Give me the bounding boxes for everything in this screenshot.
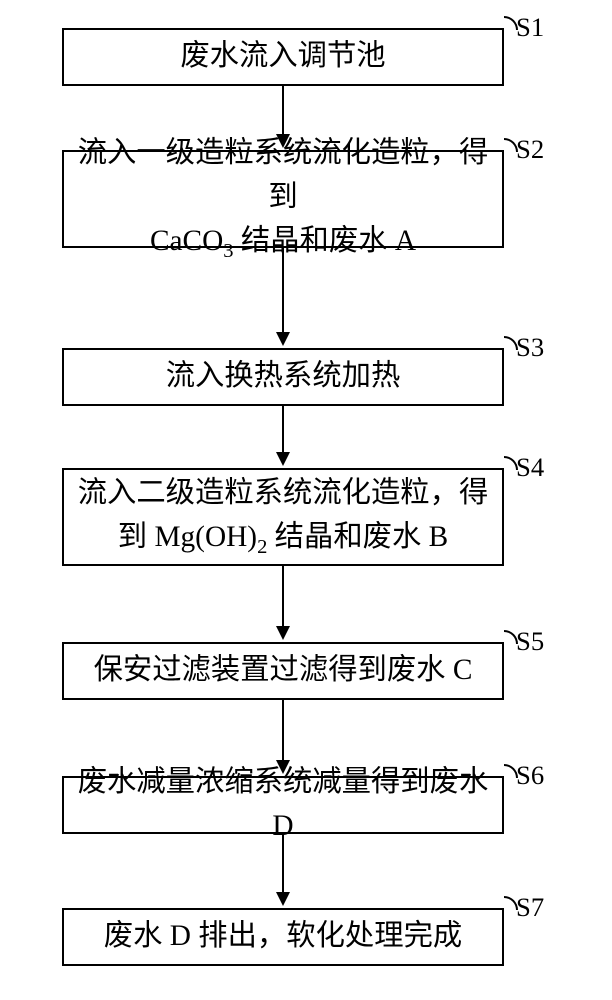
step-label-s1: S1 bbox=[516, 12, 544, 43]
step-text: 保安过滤装置过滤得到废水 C bbox=[94, 649, 473, 693]
step-label-s6: S6 bbox=[516, 760, 544, 791]
step-text: 流入二级造粒系统流化造粒，得到 Mg(OH)2 结晶和废水 B bbox=[78, 472, 489, 563]
step-text: 流入一级造粒系统流化造粒，得到CaCO3 结晶和废水 A bbox=[74, 132, 492, 267]
flow-step-s2: 流入一级造粒系统流化造粒，得到CaCO3 结晶和废水 A bbox=[62, 150, 504, 248]
flowchart-container: 废水流入调节池 S1 流入一级造粒系统流化造粒，得到CaCO3 结晶和废水 A S2 流… bbox=[0, 0, 612, 1000]
step-text: 废水 D 排出，软化处理完成 bbox=[104, 915, 462, 959]
flow-step-s5: 保安过滤装置过滤得到废水 C bbox=[62, 642, 504, 700]
step-label-s2: S2 bbox=[516, 134, 544, 165]
flow-step-s6: 废水减量浓缩系统减量得到废水 D bbox=[62, 776, 504, 834]
step-label-s4: S4 bbox=[516, 452, 544, 483]
flow-step-s7: 废水 D 排出，软化处理完成 bbox=[62, 908, 504, 966]
step-text: 废水流入调节池 bbox=[180, 35, 385, 79]
step-label-s5: S5 bbox=[516, 626, 544, 657]
flow-step-s4: 流入二级造粒系统流化造粒，得到 Mg(OH)2 结晶和废水 B bbox=[62, 468, 504, 566]
step-label-s3: S3 bbox=[516, 332, 544, 363]
step-text: 流入换热系统加热 bbox=[166, 355, 401, 399]
flow-step-s1: 废水流入调节池 bbox=[62, 28, 504, 86]
step-label-s7: S7 bbox=[516, 892, 544, 923]
flow-step-s3: 流入换热系统加热 bbox=[62, 348, 504, 406]
